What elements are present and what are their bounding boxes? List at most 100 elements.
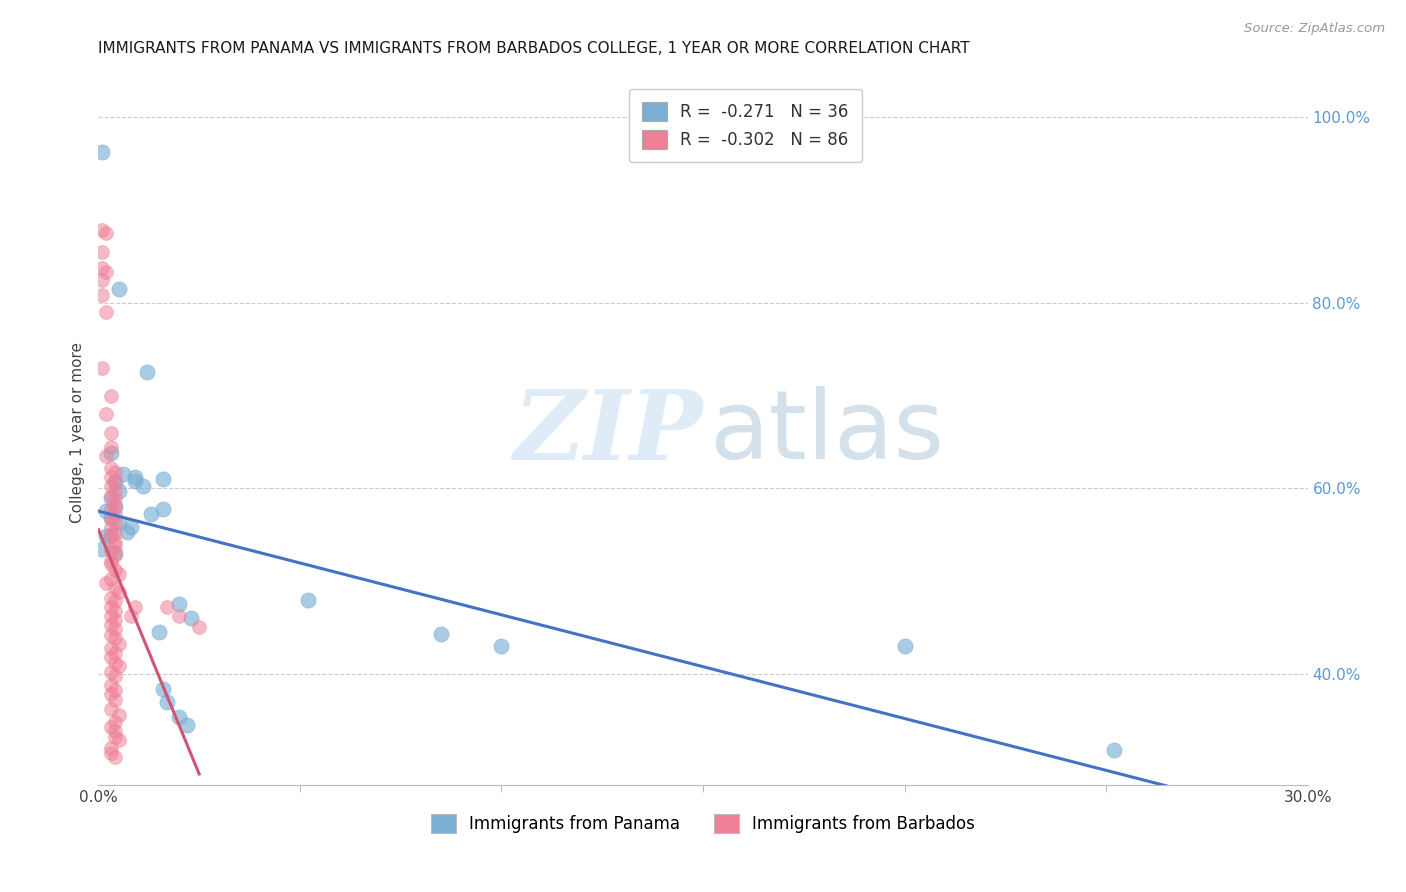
Point [167, 609, 190, 624]
Point [103, 474, 125, 488]
Point [167, 710, 190, 724]
Point [100, 640, 122, 655]
Point [167, 597, 190, 611]
Point [100, 529, 122, 543]
Point [100, 591, 122, 605]
Point [100, 746, 122, 760]
Point [103, 546, 125, 560]
Point [139, 507, 162, 521]
Point [100, 388, 122, 402]
Point [100, 687, 122, 701]
Point [124, 474, 146, 488]
Point [100, 527, 122, 541]
Point [107, 637, 129, 651]
Point [100, 425, 122, 440]
Point [100, 501, 122, 516]
Point [100, 461, 122, 475]
Point [1102, 742, 1125, 756]
Point [100, 702, 122, 716]
Point [180, 611, 202, 625]
Point [100, 678, 122, 692]
Point [107, 733, 129, 747]
Point [96, 265, 118, 279]
Point [893, 639, 915, 653]
Point [103, 500, 125, 514]
Point [103, 516, 125, 531]
Point [107, 659, 129, 673]
Point [96, 449, 118, 463]
Point [100, 628, 122, 642]
Point [430, 627, 453, 641]
Point [148, 624, 170, 639]
Point [103, 613, 125, 627]
Point [100, 520, 122, 534]
Legend: Immigrants from Panama, Immigrants from Barbados: Immigrants from Panama, Immigrants from … [425, 807, 981, 840]
Point [103, 465, 125, 479]
Point [107, 483, 129, 498]
Text: IMMIGRANTS FROM PANAMA VS IMMIGRANTS FROM BARBADOS COLLEGE, 1 YEAR OR MORE CORRE: IMMIGRANTS FROM PANAMA VS IMMIGRANTS FRO… [98, 40, 970, 55]
Text: atlas: atlas [709, 386, 945, 479]
Point [100, 470, 122, 484]
Point [91, 288, 114, 302]
Point [120, 609, 142, 624]
Point [100, 650, 122, 665]
Point [103, 730, 125, 744]
Point [124, 470, 146, 484]
Point [152, 472, 174, 486]
Point [100, 665, 122, 679]
Point [107, 708, 129, 723]
Point [103, 548, 125, 562]
Point [91, 223, 114, 237]
Point [96, 227, 118, 241]
Text: ZIP: ZIP [513, 385, 703, 480]
Point [91, 260, 114, 275]
Point [100, 491, 122, 505]
Point [103, 582, 125, 596]
Point [103, 604, 125, 618]
Point [107, 566, 129, 581]
Point [96, 305, 118, 319]
Point [176, 717, 198, 731]
Point [152, 501, 174, 516]
Point [100, 558, 122, 572]
Point [91, 360, 114, 375]
Point [100, 511, 122, 525]
Point [100, 618, 122, 632]
Point [103, 475, 125, 489]
Point [103, 539, 125, 553]
Point [103, 492, 125, 507]
Point [103, 683, 125, 698]
Point [103, 724, 125, 739]
Point [132, 479, 155, 493]
Point [491, 639, 513, 653]
Point [103, 483, 125, 498]
Point [107, 516, 129, 531]
Point [100, 740, 122, 755]
Point [100, 446, 122, 460]
Point [103, 668, 125, 682]
Point [100, 609, 122, 624]
Point [103, 646, 125, 660]
Y-axis label: College, 1 year or more: College, 1 year or more [69, 343, 84, 523]
Point [103, 535, 125, 549]
Point [103, 692, 125, 706]
Point [100, 479, 122, 493]
Point [91, 541, 114, 556]
Point [107, 585, 129, 599]
Point [96, 575, 118, 590]
Point [100, 440, 122, 454]
Point [103, 563, 125, 577]
Point [297, 592, 319, 607]
Point [91, 244, 114, 259]
Point [100, 544, 122, 558]
Point [96, 504, 118, 518]
Point [100, 489, 122, 503]
Point [103, 622, 125, 636]
Point [107, 282, 129, 296]
Point [103, 656, 125, 670]
Point [91, 272, 114, 286]
Point [103, 632, 125, 646]
Point [152, 682, 174, 697]
Point [188, 620, 211, 634]
Point [100, 553, 122, 567]
